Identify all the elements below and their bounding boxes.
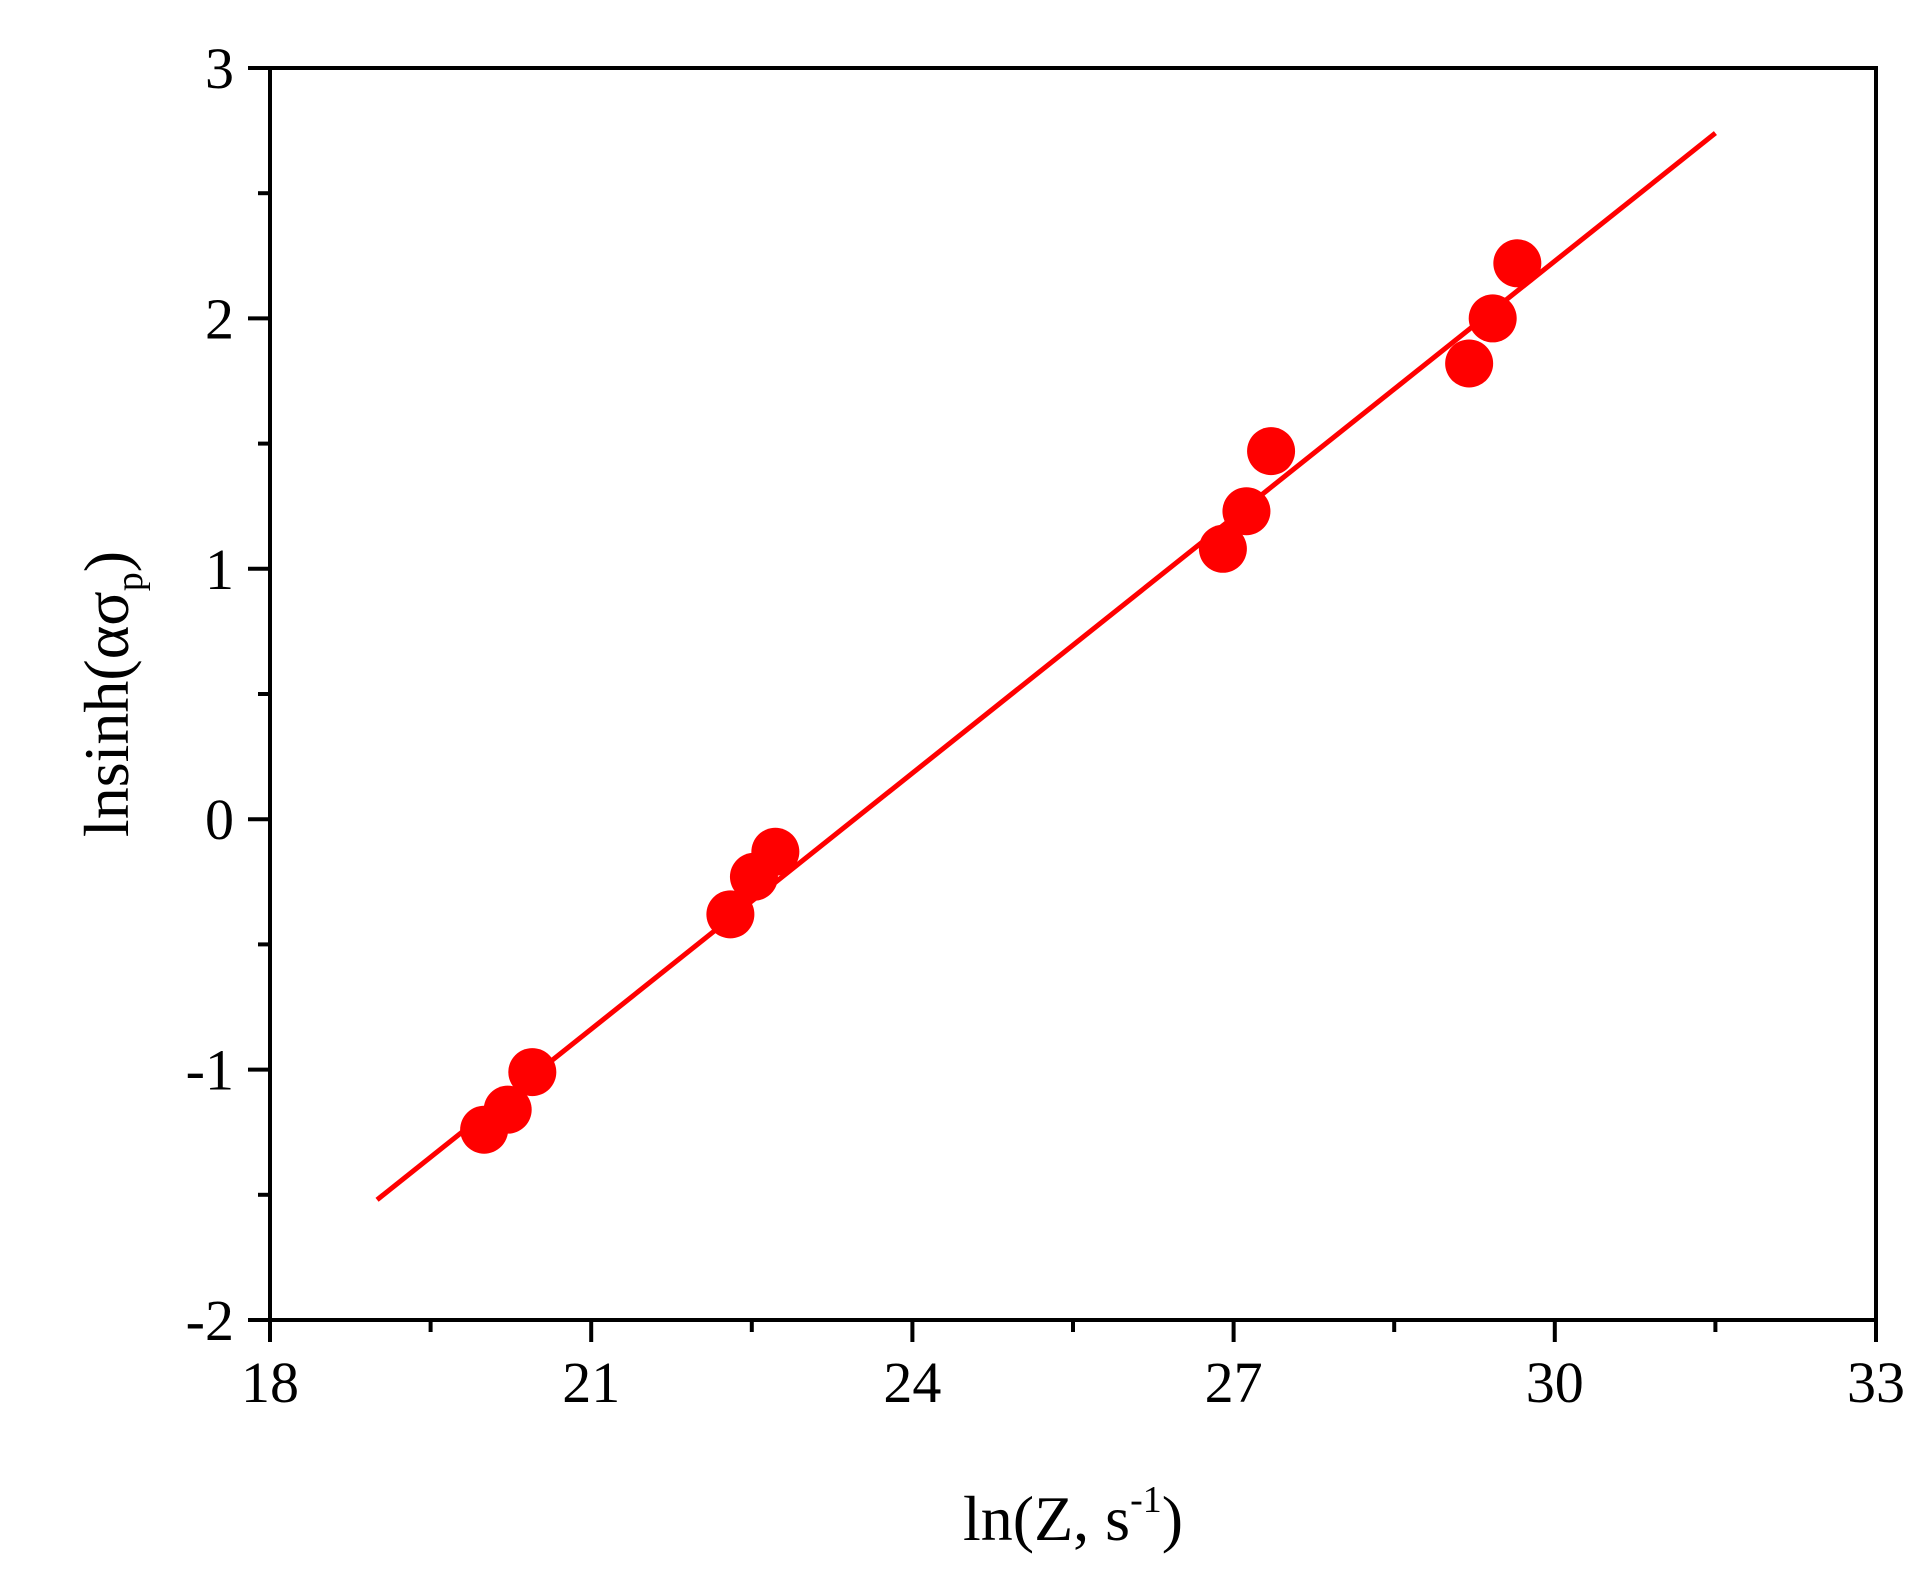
y-tick-label: -1 bbox=[186, 1038, 234, 1103]
data-point bbox=[483, 1085, 532, 1134]
x-axis-title-end: ) bbox=[1162, 1483, 1183, 1554]
data-point bbox=[1247, 427, 1296, 476]
data-point bbox=[751, 827, 800, 876]
x-tick-label: 30 bbox=[1526, 1350, 1584, 1415]
data-point bbox=[508, 1048, 557, 1097]
data-point bbox=[1222, 487, 1271, 536]
data-point bbox=[1468, 294, 1517, 343]
plot-frame bbox=[268, 66, 1878, 1322]
y-tick-label: 2 bbox=[205, 286, 234, 351]
y-axis-title-subscript: p bbox=[109, 572, 151, 591]
x-tick-label: 21 bbox=[562, 1350, 620, 1415]
x-axis-title-main: ln(Z, s bbox=[963, 1483, 1130, 1554]
y-axis-title-end: ) bbox=[71, 551, 142, 572]
y-tick-label: 3 bbox=[205, 36, 234, 101]
x-tick-label: 24 bbox=[883, 1350, 941, 1415]
data-point bbox=[1445, 339, 1494, 388]
x-tick-label: 33 bbox=[1847, 1350, 1905, 1415]
linear-fit-line bbox=[375, 131, 1717, 1202]
y-tick-label: 1 bbox=[205, 537, 234, 602]
data-point bbox=[1198, 524, 1247, 573]
data-point bbox=[1493, 239, 1542, 288]
y-axis-title: lnsinh(ασp) bbox=[71, 551, 151, 837]
x-tick-label: 27 bbox=[1205, 1350, 1263, 1415]
fit-line-layer bbox=[375, 131, 1717, 1202]
y-axis-title-main: lnsinh(ασ bbox=[71, 591, 142, 837]
tick-labels: 18 21 24 27 30 33 -2 -1 0 1 2 3 bbox=[186, 36, 1905, 1415]
x-axis-title-superscript: -1 bbox=[1130, 1479, 1162, 1521]
y-tick-label: -2 bbox=[186, 1288, 234, 1353]
x-axis-title: ln(Z, s-1) bbox=[963, 1479, 1183, 1554]
x-tick-label: 18 bbox=[241, 1350, 299, 1415]
data-point bbox=[706, 890, 755, 939]
y-tick-label: 0 bbox=[205, 787, 234, 852]
data-points bbox=[460, 239, 1542, 1154]
